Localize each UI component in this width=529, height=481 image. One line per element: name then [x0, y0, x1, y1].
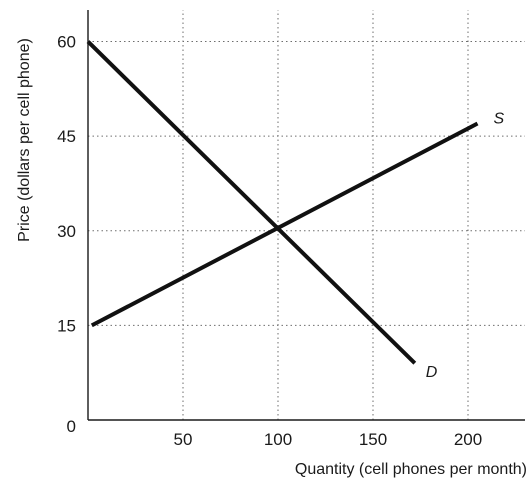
x-tick-label-150: 150 [359, 430, 387, 449]
y-tick-label-30: 30 [57, 222, 76, 241]
y-axis-title: Price (dollars per cell phone) [16, 38, 33, 242]
curve-label-S: S [494, 111, 505, 128]
y-tick-label-45: 45 [57, 127, 76, 146]
curve-D [88, 42, 415, 364]
curves [88, 42, 478, 364]
x-tick-label-50: 50 [174, 430, 193, 449]
curve-label-D: D [426, 364, 438, 381]
x-tick-label-200: 200 [454, 430, 482, 449]
y-tick-label-15: 15 [57, 316, 76, 335]
origin-label: 0 [67, 417, 76, 436]
x-axis-title: Quantity (cell phones per month) [295, 461, 527, 478]
y-tick-label-60: 60 [57, 33, 76, 52]
labels: 0 Quantity (cell phones per month) Price… [16, 33, 527, 478]
curve-S [92, 124, 478, 326]
x-tick-label-100: 100 [264, 430, 292, 449]
